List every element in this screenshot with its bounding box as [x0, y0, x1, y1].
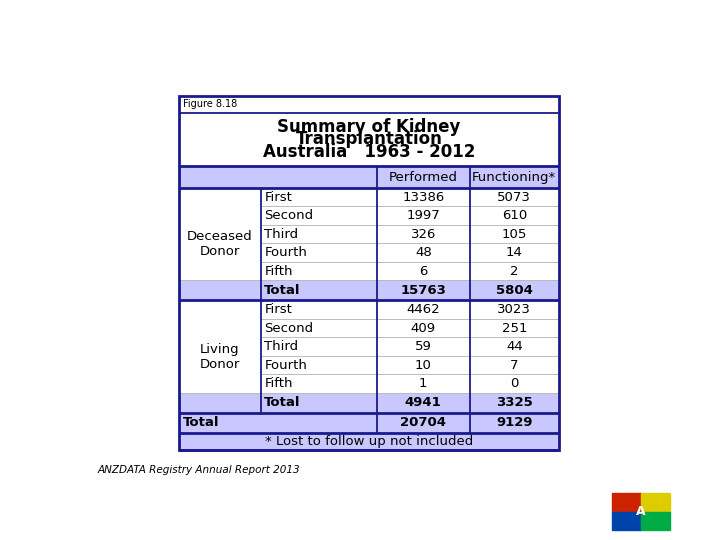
Text: 105: 105	[502, 228, 527, 241]
Bar	[179, 244, 559, 262]
Text: 9129: 9129	[496, 416, 533, 429]
Text: First: First	[264, 191, 292, 204]
Bar	[641, 494, 670, 512]
Text: 0: 0	[510, 377, 518, 390]
Text: Living
Donor: Living Donor	[199, 342, 240, 370]
Bar	[179, 413, 559, 433]
Bar	[179, 393, 559, 413]
Text: Transplantation: Transplantation	[296, 131, 442, 149]
Text: 14: 14	[506, 246, 523, 259]
Bar	[179, 206, 559, 225]
Text: * Lost to follow up not included: * Lost to follow up not included	[265, 435, 473, 448]
Bar	[179, 300, 559, 319]
Text: 48: 48	[415, 246, 431, 259]
Text: 326: 326	[410, 228, 436, 241]
Text: Functioning*: Functioning*	[472, 171, 557, 184]
Text: Deceased
Donor: Deceased Donor	[187, 230, 253, 258]
Bar	[179, 338, 559, 356]
Bar	[179, 356, 559, 374]
Bar	[179, 225, 559, 244]
Bar	[179, 188, 559, 206]
Text: Fourth: Fourth	[264, 246, 307, 259]
Text: First: First	[264, 303, 292, 316]
Bar	[179, 433, 559, 450]
Text: Fifth: Fifth	[264, 265, 293, 278]
Text: 5804: 5804	[496, 284, 533, 297]
Bar	[179, 112, 559, 166]
Bar	[179, 319, 559, 338]
Bar	[641, 512, 670, 530]
Text: Summary of Kidney: Summary of Kidney	[277, 118, 461, 136]
Bar	[179, 96, 559, 112]
Text: ANZDATA Registry Annual Report 2013: ANZDATA Registry Annual Report 2013	[98, 465, 300, 475]
Text: A: A	[636, 505, 646, 518]
Text: 4941: 4941	[405, 396, 441, 409]
Text: Total: Total	[264, 396, 301, 409]
Bar	[612, 512, 641, 530]
Text: Second: Second	[264, 322, 313, 335]
Text: Australia   1963 - 2012: Australia 1963 - 2012	[263, 143, 475, 161]
Text: 20704: 20704	[400, 416, 446, 429]
Bar	[179, 262, 559, 280]
Text: Fourth: Fourth	[264, 359, 307, 372]
Text: 10: 10	[415, 359, 432, 372]
Text: 610: 610	[502, 209, 527, 222]
Text: 7: 7	[510, 359, 518, 372]
Bar	[179, 96, 559, 450]
Text: 1: 1	[419, 377, 428, 390]
Text: 3023: 3023	[498, 303, 531, 316]
Text: Third: Third	[264, 340, 299, 353]
Text: 13386: 13386	[402, 191, 444, 204]
Text: Third: Third	[264, 228, 299, 241]
Text: 5073: 5073	[498, 191, 531, 204]
Text: Fifth: Fifth	[264, 377, 293, 390]
Bar	[179, 280, 559, 300]
Text: Total: Total	[264, 284, 301, 297]
Text: 6: 6	[419, 265, 428, 278]
Text: 2: 2	[510, 265, 518, 278]
Bar	[612, 494, 641, 512]
Text: 15763: 15763	[400, 284, 446, 297]
Text: Performed: Performed	[389, 171, 458, 184]
Bar	[179, 166, 559, 188]
Text: 1997: 1997	[406, 209, 440, 222]
Text: 409: 409	[410, 322, 436, 335]
Bar	[179, 374, 559, 393]
Text: Second: Second	[264, 209, 313, 222]
Text: Figure 8.18: Figure 8.18	[183, 99, 238, 109]
Text: 4462: 4462	[406, 303, 440, 316]
Text: Total: Total	[183, 416, 220, 429]
Text: 44: 44	[506, 340, 523, 353]
Text: 3325: 3325	[496, 396, 533, 409]
Text: 59: 59	[415, 340, 432, 353]
Text: 251: 251	[502, 322, 527, 335]
